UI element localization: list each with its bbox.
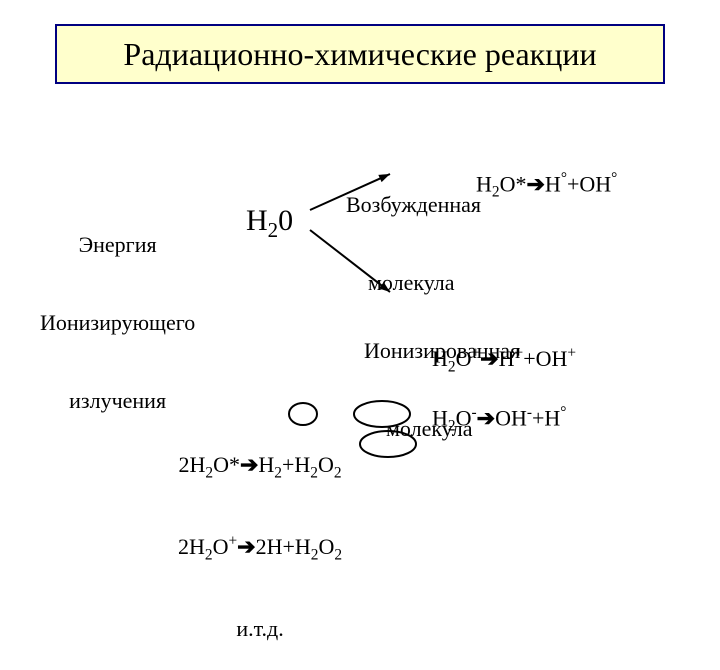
negative-formula: H2O-➔OH-+H° xyxy=(432,404,566,431)
ionized-formula: H2O+➔H++OH+ xyxy=(432,346,576,372)
ionizing-line3: излучения xyxy=(40,388,195,414)
equation-1: 2H2O*➔H2+H2O2 xyxy=(178,452,342,478)
slide-title: Радиационно-химические реакции xyxy=(57,36,663,73)
title-box: Радиационно-химические реакции xyxy=(55,24,665,84)
ionized-molecule-label: Ионизированная молекула xyxy=(364,286,520,468)
ionizing-energy-label: Энергия Ионизирующего излучения xyxy=(40,180,195,440)
equation-block: 2H2O*➔H2+H2O2 2H2O+➔2H+H2O2 и.т.д. xyxy=(178,398,342,670)
slide: { "canvas": { "w": 720, "h": 540, "bg": … xyxy=(0,0,720,540)
ionizing-line2: Ионизирующего xyxy=(40,310,195,336)
excited-line1: Возбужденная xyxy=(346,192,481,218)
equation-2: 2H2O+➔2H+H2O2 xyxy=(178,534,342,560)
ionizing-line1: Энергия xyxy=(40,232,195,258)
h2o-center: H20 xyxy=(246,204,293,238)
excited-formula: H2O*➔H°+OH° xyxy=(476,170,617,197)
equation-etc: и.т.д. xyxy=(178,616,342,642)
